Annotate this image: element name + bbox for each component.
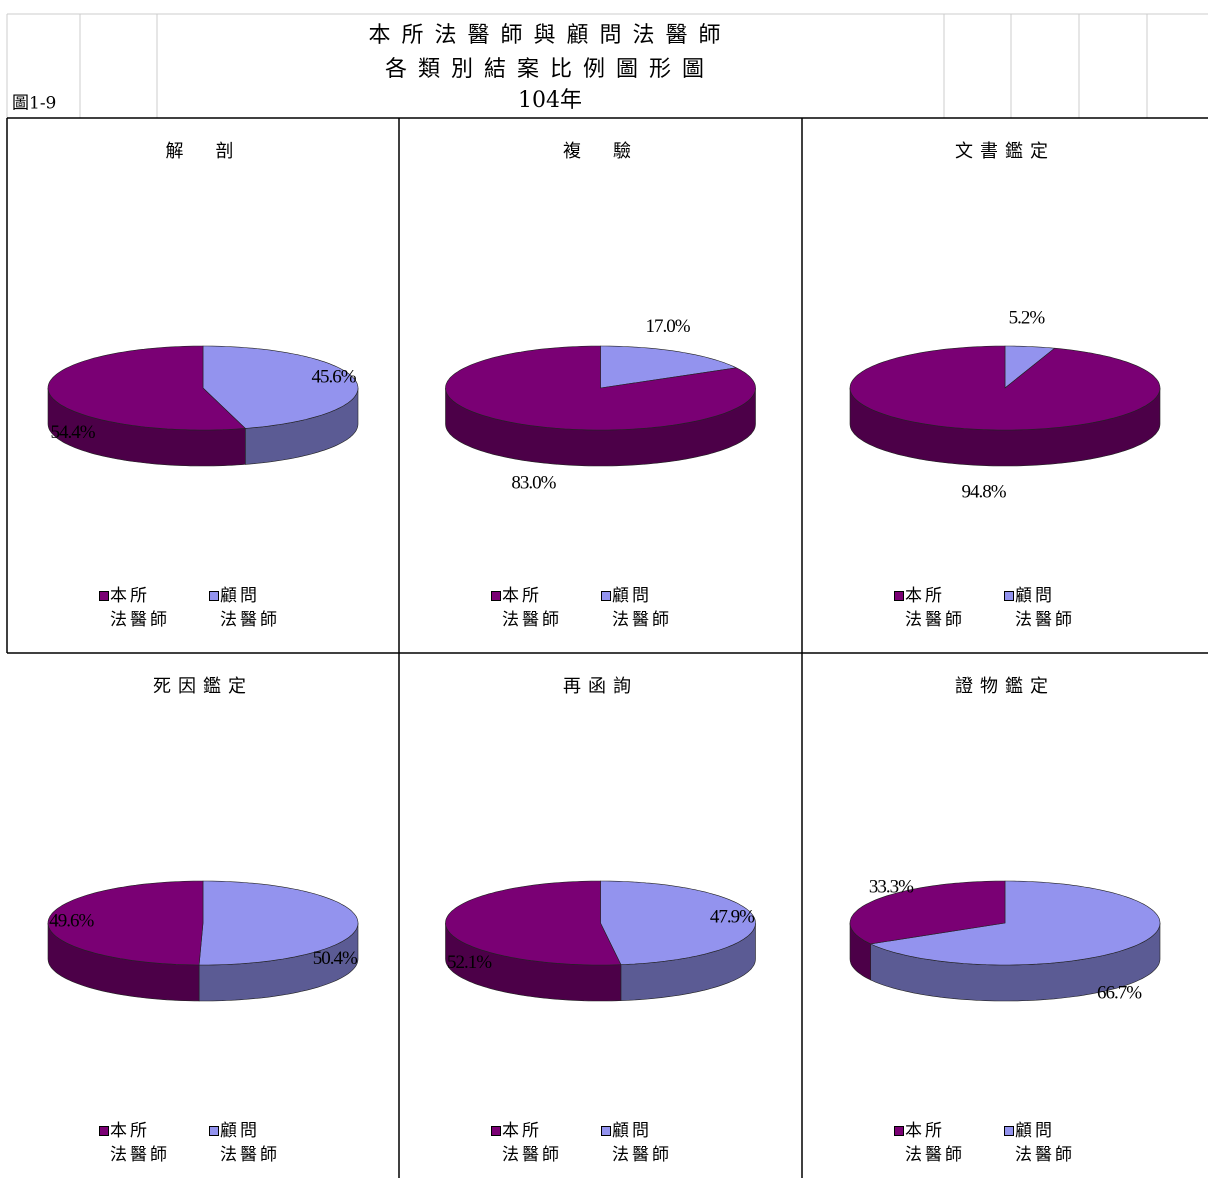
legend-swatch — [209, 591, 219, 601]
legend-label: 顧問 法醫師 — [1015, 586, 1075, 630]
legend-item: 顧問 法醫師 — [601, 584, 672, 632]
data-label: 83.0% — [511, 473, 556, 494]
legend-item: 顧問 法醫師 — [1004, 584, 1075, 632]
legend-label: 顧問 法醫師 — [220, 1121, 280, 1165]
data-label: 94.8% — [962, 481, 1007, 502]
legend-swatch — [491, 591, 501, 601]
legend-swatch — [894, 1126, 904, 1136]
legend-swatch — [99, 591, 109, 601]
legend-swatch — [1004, 591, 1014, 601]
pie-slice — [47, 345, 247, 431]
data-label: 47.9% — [710, 907, 755, 928]
legend-label: 顧問 法醫師 — [612, 586, 672, 630]
legend-item: 本所 法醫師 — [99, 584, 170, 632]
pie-slice — [849, 880, 1006, 945]
legend-label: 本所 法醫師 — [905, 586, 965, 630]
header-year: 104年 — [518, 88, 582, 113]
chart-title: 文書鑑定 — [955, 141, 1055, 162]
chart-title: 證物鑑定 — [955, 676, 1055, 697]
legend-label: 本所 法醫師 — [502, 1121, 562, 1165]
pie-chart — [445, 880, 756, 1002]
legend-label: 顧問 法醫師 — [1015, 1121, 1075, 1165]
pie-slice — [849, 345, 1161, 431]
pie-slice — [600, 345, 738, 389]
legend-label: 本所 法醫師 — [502, 586, 562, 630]
data-label: 17.0% — [646, 316, 691, 337]
data-label: 66.7% — [1097, 982, 1142, 1003]
chart-title: 複 驗 — [563, 141, 638, 162]
legend-item: 顧問 法醫師 — [601, 1119, 672, 1167]
header-title: 本所法醫師與顧問法醫師 — [368, 23, 731, 48]
legend-label: 本所 法醫師 — [110, 586, 170, 630]
data-label: 49.6% — [49, 910, 94, 931]
pie-slice — [869, 880, 1161, 966]
cell-borders — [6, 117, 1208, 1178]
data-label: 33.3% — [869, 876, 914, 897]
pie-slice — [1004, 345, 1056, 389]
legend-item: 本所 法醫師 — [491, 1119, 562, 1167]
chart-title: 再函詢 — [563, 676, 638, 697]
legend-swatch — [1004, 1126, 1014, 1136]
legend-label: 本所 法醫師 — [905, 1121, 965, 1165]
chart-title: 死因鑑定 — [153, 676, 253, 697]
legend-item: 本所 法醫師 — [491, 584, 562, 632]
pie-slice — [445, 345, 756, 431]
legend-item: 顧問 法醫師 — [209, 584, 280, 632]
pie-chart — [849, 345, 1161, 467]
chart-title: 解 剖 — [166, 141, 241, 162]
pie-chart — [47, 345, 359, 467]
legend-swatch — [601, 591, 611, 601]
data-label: 45.6% — [311, 367, 356, 388]
legend-swatch — [491, 1126, 501, 1136]
legend-label: 顧問 法醫師 — [220, 586, 280, 630]
legend-item: 本所 法醫師 — [894, 584, 965, 632]
legend-item: 本所 法醫師 — [894, 1119, 965, 1167]
data-label: 50.4% — [313, 948, 358, 969]
pie-slice — [202, 345, 359, 429]
pie-slice — [47, 880, 204, 966]
data-label: 54.4% — [50, 422, 95, 443]
header-title: 各類別結案比例圖形圖 — [385, 57, 715, 82]
pie-slice — [198, 880, 359, 966]
pie-slice — [445, 880, 622, 966]
pie-chart — [445, 345, 756, 467]
legend-swatch — [601, 1126, 611, 1136]
legend-label: 本所 法醫師 — [110, 1121, 170, 1165]
legend-item: 顧問 法醫師 — [1004, 1119, 1075, 1167]
legend-swatch — [209, 1126, 219, 1136]
pie-chart — [849, 880, 1161, 1002]
data-label: 5.2% — [1009, 307, 1046, 328]
legend-swatch — [99, 1126, 109, 1136]
legend-swatch — [894, 591, 904, 601]
pie-chart — [47, 880, 359, 1002]
legend-item: 本所 法醫師 — [99, 1119, 170, 1167]
legend-label: 顧問 法醫師 — [612, 1121, 672, 1165]
pie-slice — [600, 880, 756, 965]
figure-label: 圖1-9 — [12, 94, 56, 114]
header-grid — [6, 13, 1208, 118]
data-label: 52.1% — [447, 952, 492, 973]
legend-item: 顧問 法醫師 — [209, 1119, 280, 1167]
